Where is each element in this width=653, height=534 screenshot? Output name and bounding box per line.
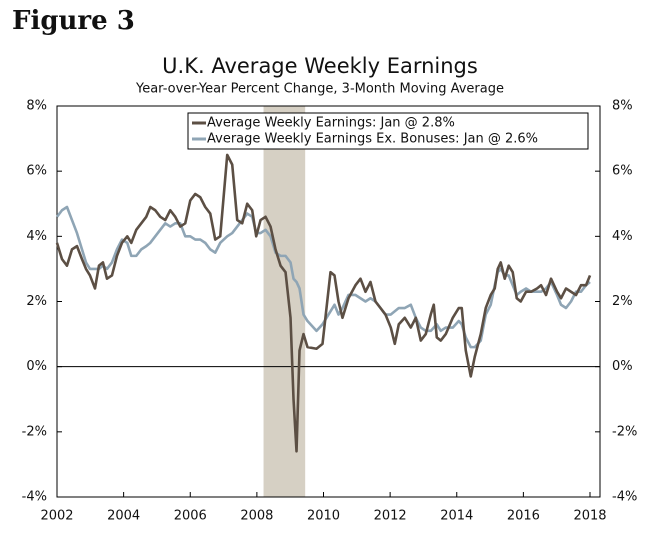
series-line [55,153,592,453]
y2-tick-label: 6% [612,164,633,179]
y-tick-label: -4% [22,490,47,505]
x-tick-label: 2016 [507,509,540,524]
y2-tick-label: 0% [612,359,633,374]
x-tick-label: 2018 [573,509,606,524]
legend-label: Average Weekly Earnings Ex. Bonuses: Jan… [207,132,538,147]
x-tick-label: 2012 [374,509,407,524]
legend-box [187,112,589,150]
y2-tick-label: -4% [612,490,637,505]
chart-subtitle: Year-over-Year Percent Change, 3-Month M… [135,82,504,97]
y2-tick-label: 2% [612,294,633,309]
figure-label: Figure 3 [12,6,135,36]
x-tick-label: 2014 [440,509,473,524]
y2-tick-label: 4% [612,229,633,244]
y2-tick-label: 8% [612,99,633,114]
x-tick-label: 2008 [240,509,273,524]
y2-tick-label: -2% [612,424,637,439]
chart-title: U.K. Average Weekly Earnings [162,54,478,78]
shaded-region [263,106,306,497]
x-tick-label: 2002 [40,509,73,524]
y-tick-label: 8% [26,99,47,114]
legend-label: Average Weekly Earnings: Jan @ 2.8% [207,116,455,131]
x-tick-label: 2006 [174,509,207,524]
y-tick-label: 2% [26,294,47,309]
y-tick-label: 0% [26,359,47,374]
x-tick-label: 2004 [107,509,140,524]
y-tick-label: 4% [26,229,47,244]
x-tick-label: 2010 [307,509,340,524]
y-tick-label: -2% [22,424,47,439]
y-tick-label: 6% [26,164,47,179]
